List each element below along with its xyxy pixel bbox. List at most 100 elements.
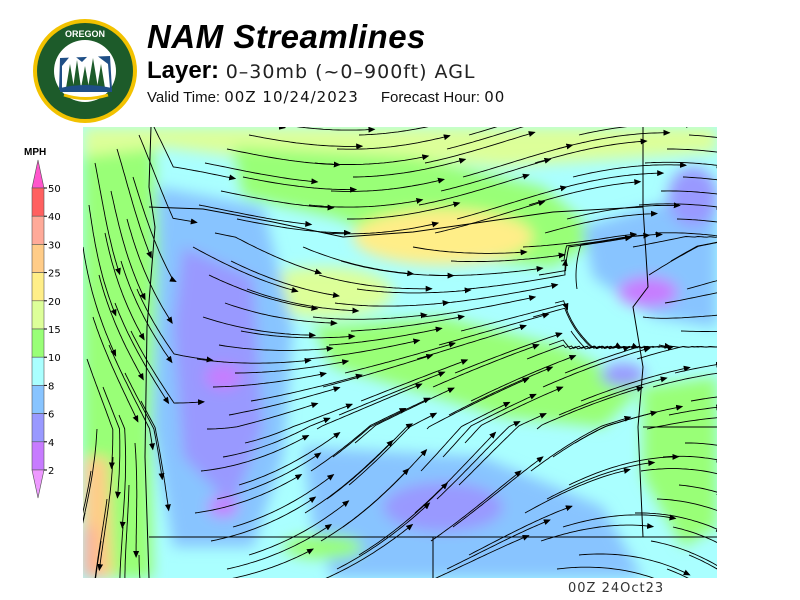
streamline xyxy=(356,287,472,294)
streamline xyxy=(668,404,717,416)
streamline xyxy=(446,127,524,150)
streamline xyxy=(322,353,434,388)
streamline xyxy=(138,134,198,225)
streamline xyxy=(336,134,451,150)
colorbar-tick-label: 8 xyxy=(48,381,54,392)
streamline xyxy=(422,295,537,318)
streamline xyxy=(110,190,146,301)
streamline xyxy=(228,386,341,416)
streamline xyxy=(325,523,414,578)
streamline xyxy=(232,548,314,578)
layer-info: Layer: 0–30mb (~0–900ft) AGL xyxy=(147,57,476,85)
streamline xyxy=(562,514,677,528)
streamline xyxy=(528,179,642,206)
streamline xyxy=(140,400,171,512)
streamline xyxy=(468,127,498,136)
streamline xyxy=(558,376,668,416)
colorbar-unit: MPH xyxy=(24,147,46,158)
streamline xyxy=(242,176,358,193)
streamline xyxy=(198,204,313,227)
streamline xyxy=(556,129,671,150)
streamline xyxy=(450,252,566,263)
streamline xyxy=(442,393,537,458)
streamlines xyxy=(83,127,717,578)
streamline xyxy=(412,246,528,256)
streamline xyxy=(546,460,656,500)
streamline xyxy=(202,316,317,339)
streamline xyxy=(208,274,319,311)
streamline xyxy=(220,190,335,211)
colorbar-segment xyxy=(31,300,45,330)
streamline xyxy=(418,173,530,206)
streamline xyxy=(690,396,717,402)
streamline xyxy=(678,484,717,495)
streamline xyxy=(250,373,363,402)
streamline xyxy=(552,410,658,458)
streamline xyxy=(320,468,410,542)
streamline xyxy=(136,288,214,363)
streamline xyxy=(540,523,655,542)
streamline xyxy=(650,540,717,570)
streamline xyxy=(446,519,551,570)
streamline xyxy=(330,177,445,192)
streamline xyxy=(153,127,237,181)
colorbar-top-arrow xyxy=(31,159,45,189)
streamline xyxy=(210,496,317,542)
streamline xyxy=(230,260,340,298)
streamline xyxy=(666,568,689,578)
streamline xyxy=(526,344,631,360)
streamline xyxy=(632,236,717,248)
valid-time-info: Valid Time: 00Z 10/24/2023 Forecast Hour:… xyxy=(147,88,527,106)
streamline xyxy=(676,218,717,223)
colorbar-segment xyxy=(31,272,45,302)
streamline xyxy=(566,202,681,220)
streamline xyxy=(318,274,433,292)
streamline xyxy=(246,288,360,314)
streamline xyxy=(530,415,632,472)
streamline xyxy=(542,346,651,388)
streamline xyxy=(667,148,717,153)
streamline xyxy=(438,312,550,346)
colorbar-tick-label: 6 xyxy=(48,410,54,421)
streamline xyxy=(635,512,717,532)
streamline xyxy=(435,535,530,578)
streamline xyxy=(121,484,130,578)
streamline xyxy=(312,312,428,320)
streamline xyxy=(222,417,331,458)
streamline xyxy=(83,470,92,514)
streamline xyxy=(462,143,574,178)
streamline xyxy=(94,162,121,276)
streamline xyxy=(661,190,717,195)
streamline xyxy=(124,372,165,481)
streamline xyxy=(638,203,717,210)
colorbar-segment xyxy=(31,413,45,443)
streamline xyxy=(448,366,554,416)
colorbar-tick-label: 25 xyxy=(48,269,61,280)
streamline xyxy=(98,274,144,381)
streamline xyxy=(238,432,341,486)
streamline xyxy=(680,330,717,333)
streamline xyxy=(304,439,394,514)
streamline xyxy=(522,231,638,248)
streamline xyxy=(192,246,299,293)
streamline xyxy=(296,127,376,133)
streamline xyxy=(420,401,511,472)
streamline xyxy=(685,442,717,446)
wind-speed-colorbar: MPH 50 40 30 25 20 15 10 8 6 4 2 xyxy=(24,147,61,499)
colorbar-segment xyxy=(31,328,45,358)
valid-time-value: 00Z 10/24/2023 xyxy=(224,88,359,106)
streamline xyxy=(116,526,124,578)
streamline xyxy=(316,383,423,430)
svg-text:OREGON: OREGON xyxy=(65,29,105,39)
streamline xyxy=(353,158,467,178)
streamline xyxy=(240,330,356,340)
streamline xyxy=(248,134,364,150)
streamline xyxy=(556,566,655,578)
streamline xyxy=(133,442,140,558)
streamline xyxy=(360,359,469,402)
colorbar-segment xyxy=(31,441,45,471)
streamline xyxy=(426,377,530,430)
streamline xyxy=(116,148,152,259)
streamline xyxy=(688,554,717,574)
colorbar-segment xyxy=(31,215,45,245)
